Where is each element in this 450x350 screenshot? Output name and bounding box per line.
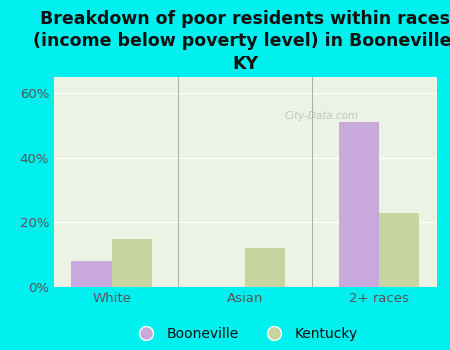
Title: Breakdown of poor residents within races
(income below poverty level) in Boonevi: Breakdown of poor residents within races… bbox=[33, 10, 450, 73]
Bar bbox=[72, 261, 112, 287]
Bar bbox=[339, 122, 379, 287]
Bar bbox=[112, 239, 152, 287]
Bar bbox=[245, 248, 285, 287]
Legend: Booneville, Kentucky: Booneville, Kentucky bbox=[127, 321, 364, 346]
Text: City-Data.com: City-Data.com bbox=[285, 111, 359, 121]
Bar bbox=[379, 213, 419, 287]
